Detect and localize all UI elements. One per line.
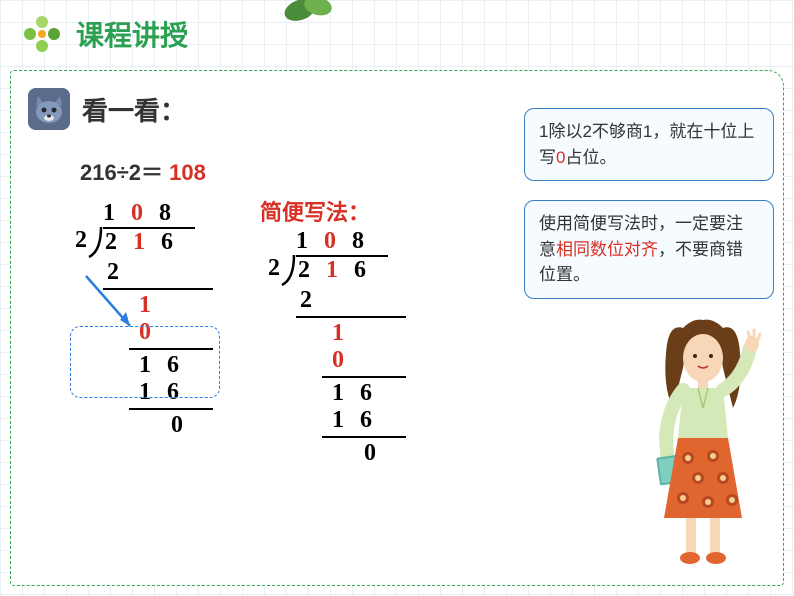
- d2-s5-2: 6: [360, 407, 388, 433]
- d2-s4-2: 6: [360, 380, 388, 406]
- d2-s1: 2: [300, 287, 328, 313]
- q2-d2: 0: [324, 228, 352, 254]
- dividend2-d2: 1: [326, 257, 354, 283]
- logo-icon: [20, 12, 64, 56]
- dividend2-d3: 6: [354, 257, 382, 283]
- wolf-icon: [28, 88, 70, 130]
- dividend1-d1: 2: [105, 229, 133, 255]
- divisor2: 2: [268, 255, 280, 282]
- q2-d3: 8: [352, 228, 380, 254]
- equation: 216÷2＝ 108: [80, 155, 206, 187]
- dividend1-d3: 6: [161, 229, 189, 255]
- d1-s6: 0: [171, 412, 199, 438]
- teacher-illustration: [638, 308, 768, 568]
- hint2-highlight: 相同数位对齐: [556, 240, 658, 259]
- leaf-decoration-icon: [280, 0, 340, 30]
- hint1-part2: 占位。: [565, 148, 616, 167]
- divisor1: 2: [75, 227, 87, 254]
- q1-d1: 1: [103, 200, 131, 226]
- look-label: 看一看：: [82, 91, 186, 128]
- dividend1-d2: 1: [133, 229, 161, 255]
- page-title: 课程讲授: [76, 14, 188, 54]
- simple-method-label: 简便写法：: [260, 195, 370, 227]
- d2-s4-1: 1: [332, 380, 360, 406]
- equation-expression: 216÷2＝: [80, 160, 163, 185]
- division-bracket-icon: [87, 225, 103, 259]
- division-bracket-icon: [280, 253, 296, 287]
- q1-d2: 0: [131, 200, 159, 226]
- arrow-icon: [76, 268, 146, 338]
- look-section: 看一看：: [28, 88, 186, 130]
- hint-box-2: 使用简便写法时，一定要注意相同数位对齐，不要商错位置。: [524, 200, 774, 299]
- hint-box-1: 1除以2不够商1，就在十位上写0占位。: [524, 108, 774, 181]
- header: 课程讲授: [20, 12, 188, 56]
- q2-d1: 1: [296, 228, 324, 254]
- q1-d3: 8: [159, 200, 187, 226]
- long-division-2: 108 2 216 2 1 0 16 16 0: [268, 228, 406, 467]
- d2-s6: 0: [364, 440, 392, 466]
- d2-s5-1: 1: [332, 407, 360, 433]
- equation-result: 108: [169, 160, 206, 185]
- d2-s2: 1: [332, 320, 360, 346]
- d2-s3: 0: [332, 347, 360, 373]
- dividend2-d1: 2: [298, 257, 326, 283]
